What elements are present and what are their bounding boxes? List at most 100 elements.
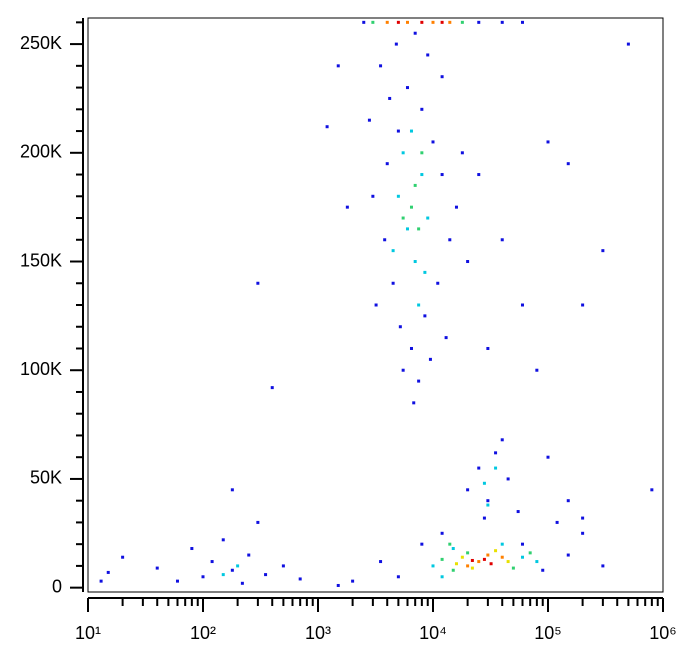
point: [385, 162, 389, 166]
point: [486, 553, 490, 557]
point: [500, 20, 504, 24]
point: [500, 542, 504, 546]
point: [460, 555, 464, 559]
point: [566, 162, 570, 166]
point: [466, 564, 470, 568]
point: [236, 564, 240, 568]
y-tick-label: 0: [52, 576, 62, 596]
point: [440, 531, 444, 535]
point: [470, 558, 474, 562]
point: [581, 531, 585, 535]
point: [541, 568, 545, 572]
point: [121, 555, 125, 559]
point: [221, 538, 225, 542]
point: [460, 151, 464, 155]
point: [566, 499, 570, 503]
point: [431, 140, 435, 144]
point: [546, 140, 550, 144]
point: [405, 20, 409, 24]
point: [256, 520, 260, 524]
point: [546, 455, 550, 459]
point: [420, 20, 424, 24]
point: [367, 118, 371, 122]
x-tick-label: 10⁵: [534, 623, 561, 643]
x-tick-label: 10³: [305, 623, 331, 643]
point: [155, 566, 159, 570]
point: [626, 42, 630, 46]
point: [440, 575, 444, 579]
point: [412, 401, 416, 405]
point: [477, 466, 481, 470]
point: [230, 568, 234, 572]
point: [388, 96, 392, 100]
point: [423, 314, 427, 318]
y-tick-label: 50K: [30, 468, 62, 488]
point: [477, 20, 481, 24]
x-tick-label: 10⁶: [649, 623, 676, 643]
point: [247, 553, 251, 557]
point: [256, 281, 260, 285]
point: [500, 555, 504, 559]
point: [401, 368, 405, 372]
point: [451, 568, 455, 572]
point: [454, 205, 458, 209]
point: [230, 488, 234, 492]
point: [210, 560, 214, 564]
point: [190, 547, 194, 551]
point: [417, 379, 421, 383]
point: [520, 542, 524, 546]
point: [106, 570, 110, 574]
point: [477, 560, 481, 564]
point: [482, 481, 486, 485]
point: [401, 216, 405, 220]
point: [440, 557, 444, 561]
y-tick-label: 200K: [20, 142, 62, 162]
point: [371, 20, 375, 24]
point: [396, 194, 400, 198]
point: [535, 560, 539, 564]
point: [281, 564, 285, 568]
point: [440, 173, 444, 177]
point: [423, 270, 427, 274]
point: [601, 249, 605, 253]
y-tick-label: 250K: [20, 33, 62, 53]
point: [409, 129, 413, 133]
point: [470, 566, 474, 570]
point: [401, 151, 405, 155]
y-tick-label: 100K: [20, 359, 62, 379]
point: [494, 451, 498, 455]
point: [506, 477, 510, 481]
point: [520, 303, 524, 307]
point: [494, 549, 498, 553]
point: [489, 562, 493, 566]
point: [520, 555, 524, 559]
point: [555, 520, 559, 524]
point: [371, 194, 375, 198]
point: [431, 20, 435, 24]
point: [506, 560, 510, 564]
y-tick-label: 150K: [20, 250, 62, 270]
point: [394, 42, 398, 46]
point: [482, 516, 486, 520]
point: [383, 238, 387, 242]
point: [420, 107, 424, 111]
point: [264, 573, 268, 577]
point: [351, 579, 355, 583]
point: [298, 577, 302, 581]
point: [420, 151, 424, 155]
x-tick-label: 10¹: [75, 623, 101, 643]
point: [500, 438, 504, 442]
point: [413, 260, 417, 264]
point: [528, 551, 532, 555]
point: [396, 575, 400, 579]
point: [650, 488, 654, 492]
point: [379, 64, 383, 68]
point: [374, 303, 378, 307]
point: [440, 75, 444, 79]
point: [466, 260, 470, 264]
point: [385, 20, 389, 24]
point: [413, 183, 417, 187]
point: [396, 20, 400, 24]
point: [405, 86, 409, 90]
point: [221, 573, 225, 577]
